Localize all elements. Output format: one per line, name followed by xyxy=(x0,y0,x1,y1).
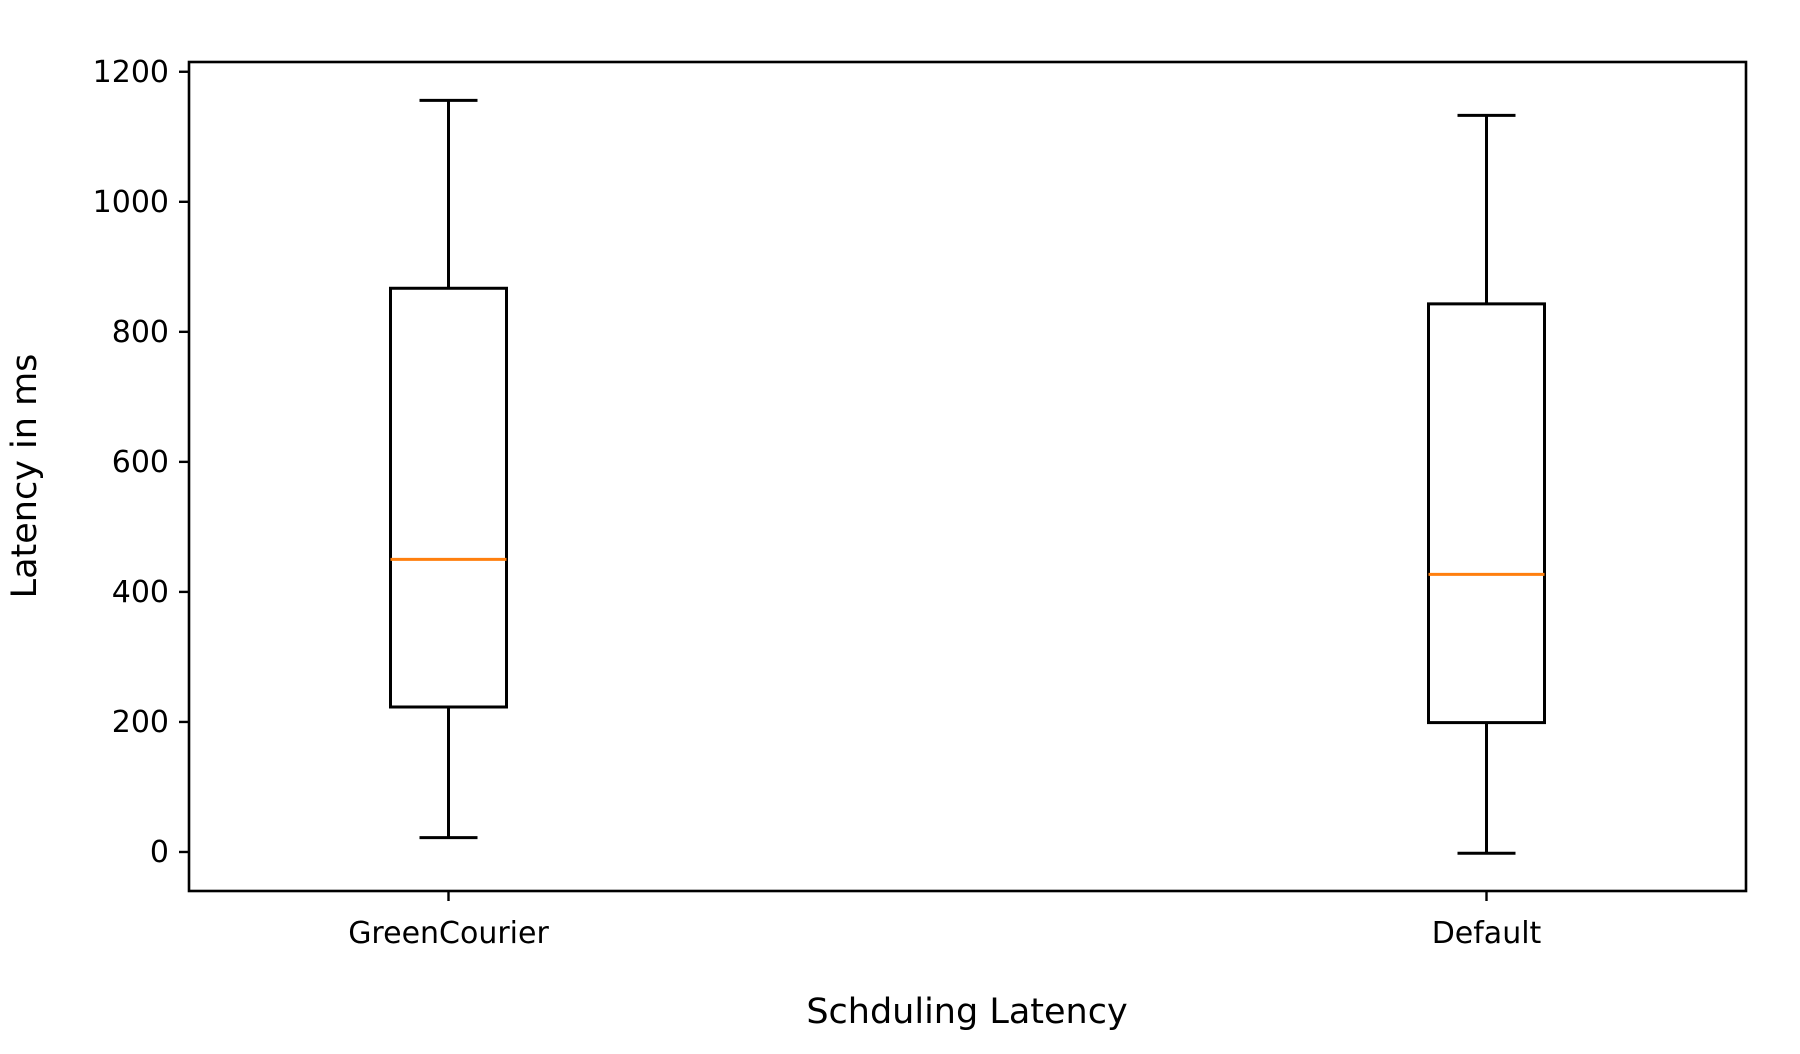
iqr-box xyxy=(389,286,508,709)
y-tick-label: 800 xyxy=(112,315,169,350)
plot-marks xyxy=(389,98,1546,855)
y-tick-label: 200 xyxy=(112,705,169,740)
iqr-box xyxy=(1427,302,1546,725)
x-axis-label: Schduling Latency xyxy=(806,992,1127,1032)
x-tick-label: GreenCourier xyxy=(348,916,549,951)
y-tick-label: 1200 xyxy=(93,55,169,90)
x-tick-label: Default xyxy=(1432,916,1542,951)
y-tick-label: 1000 xyxy=(93,185,169,220)
box-group xyxy=(1427,113,1546,855)
y-axis-label: Latency in ms xyxy=(5,354,45,599)
x-axis-ticks: GreenCourier Default xyxy=(348,891,1542,951)
plot-area-frame xyxy=(187,60,1748,893)
y-tick-label: 600 xyxy=(112,445,169,480)
y-axis-ticks: 0 200 400 600 800 1000 1200 xyxy=(93,55,189,870)
y-tick-label: 0 xyxy=(150,835,169,870)
y-tick-label: 400 xyxy=(112,575,169,610)
box-group xyxy=(389,98,508,840)
